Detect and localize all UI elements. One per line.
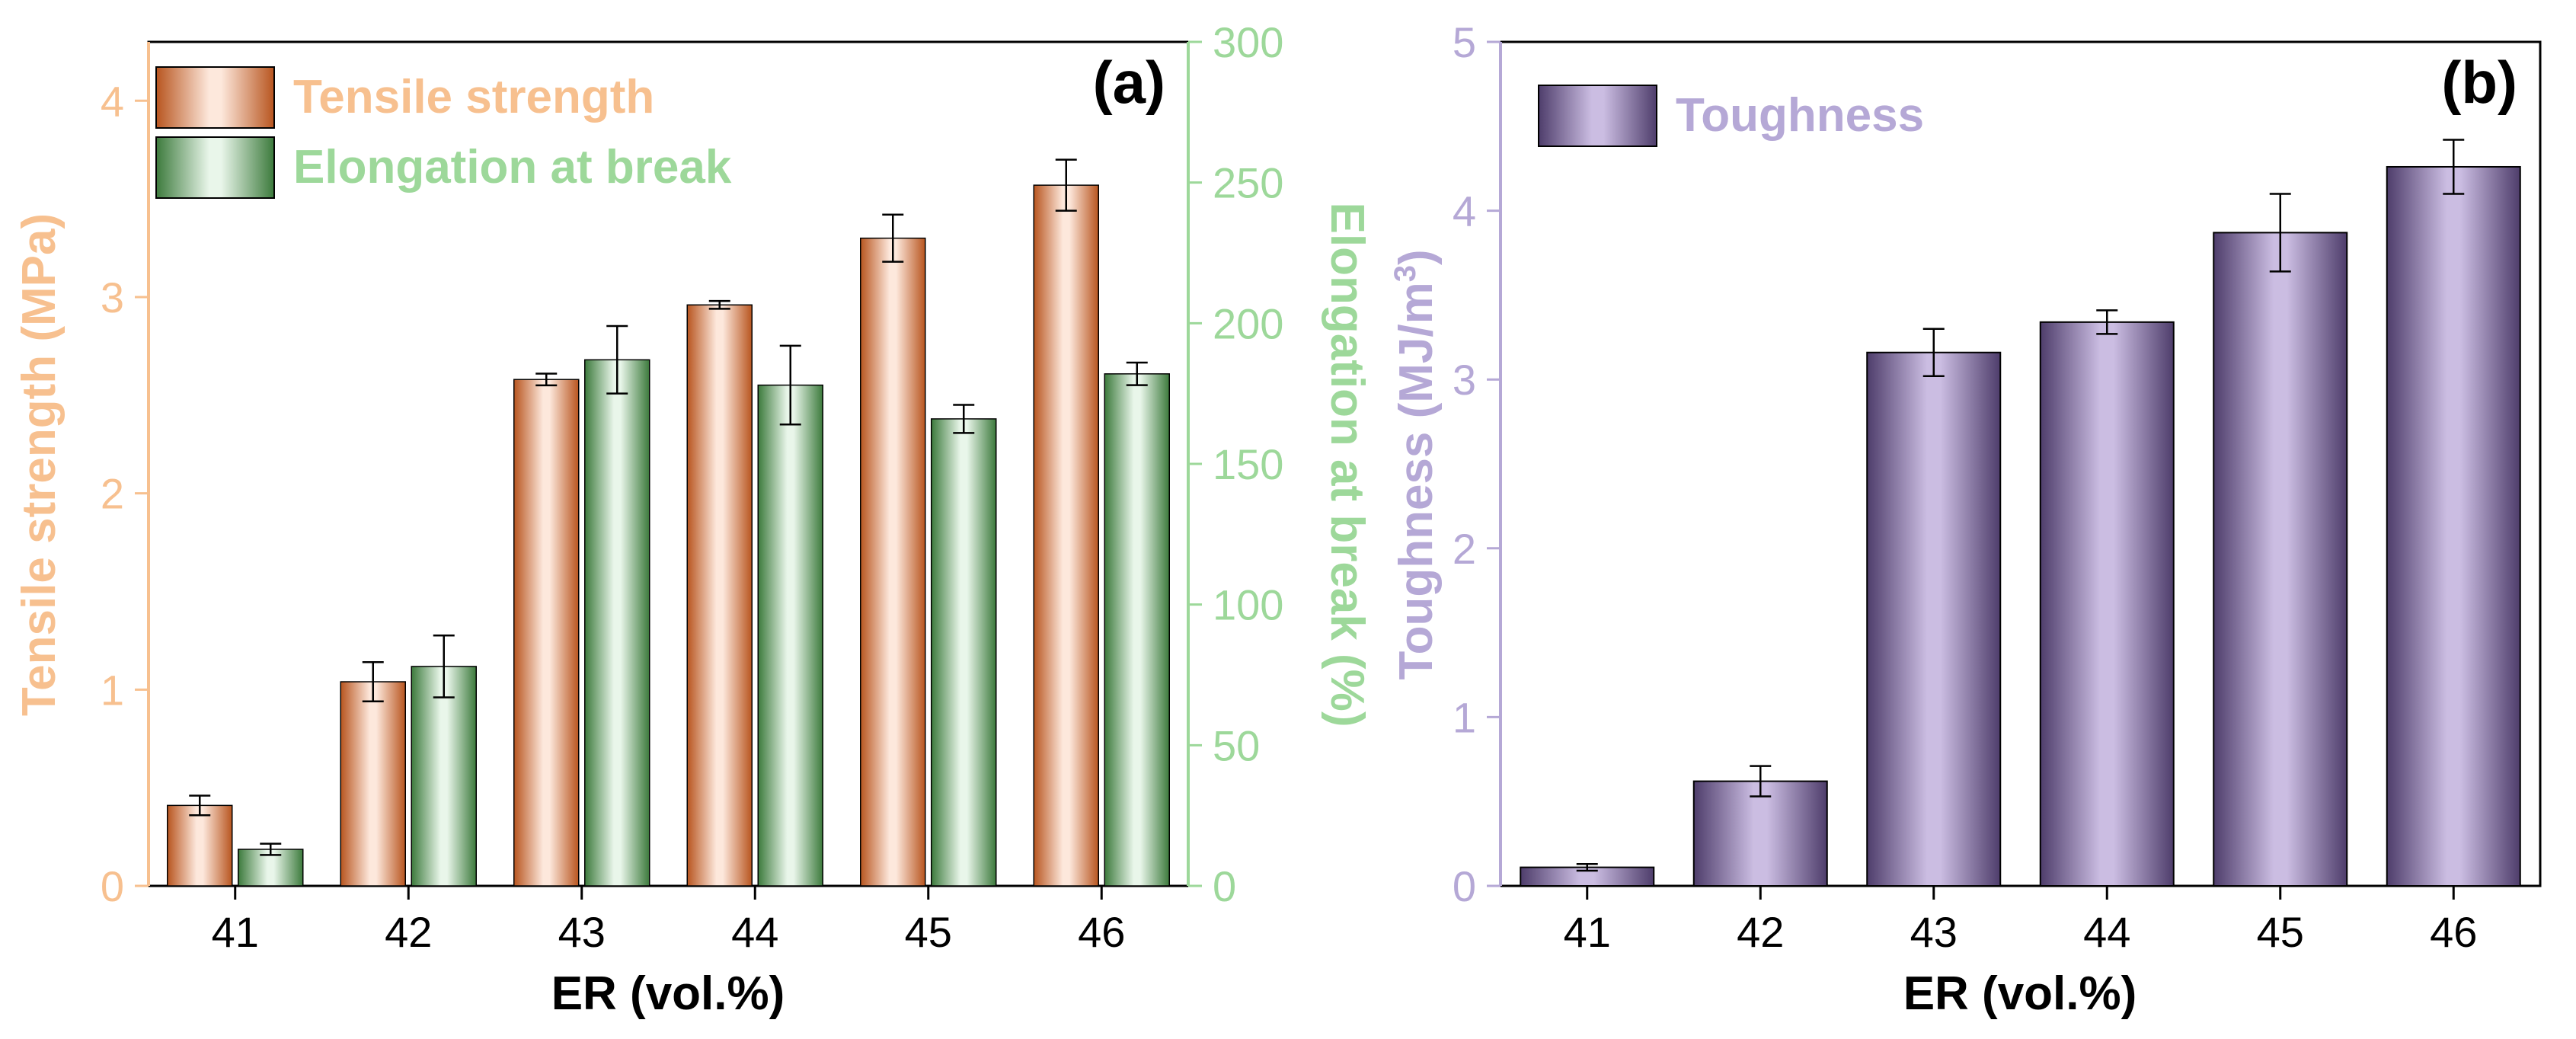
panel-a-legend: Tensile strength Elongation at break [155, 66, 732, 199]
y-tick-label-left-0: 0 [101, 862, 124, 910]
panel-a-x-axis: 41 42 43 44 45 46 [212, 886, 1125, 956]
bar-elongation-45 [931, 418, 997, 887]
x-tick-label-b-46: 46 [2430, 908, 2477, 956]
y-tick-label-b-2: 2 [1453, 525, 1476, 573]
errorbar-toughness-41 [1576, 862, 1598, 872]
bar-elongation-44 [757, 384, 823, 887]
panel-b-x-axis-title: ER (vol.%) [1903, 967, 2137, 1020]
x-tick-label-a-44: 44 [731, 908, 778, 956]
errorbar-toughness-42 [1750, 765, 1772, 798]
bar-toughness-46 [2386, 165, 2521, 887]
panel-b-plot-frame [1499, 40, 2542, 887]
toughness-axis-title-sup: 3 [1389, 265, 1422, 282]
x-tick-label-a-41: 41 [212, 908, 259, 956]
bar-elongation-43 [584, 359, 650, 887]
y-tick-label-right-300: 300 [1213, 18, 1283, 66]
errorbar-elongation-43 [606, 324, 628, 395]
panel-b-y-axis-title: Toughness (MJ/m3) [1389, 249, 1443, 679]
errorbar-tensile-42 [362, 661, 384, 703]
errorbar-tensile-43 [535, 372, 558, 387]
y-tick-label-b-4: 4 [1453, 187, 1476, 235]
bar-tensile-46 [1033, 184, 1099, 887]
y-tick-label-b-1: 1 [1453, 693, 1476, 741]
x-tick-label-b-45: 45 [2257, 908, 2304, 956]
bar-toughness-43 [1866, 351, 2002, 887]
legend-label-tensile: Tensile strength [293, 71, 654, 123]
legend-label-toughness: Toughness [1676, 89, 1924, 142]
bar-tensile-43 [513, 379, 580, 887]
panel-a-left-axis-title: Tensile strength (MPa) [13, 213, 66, 716]
panel-a-chart: 0 1 2 3 4 0 50 100 150 200 250 300 41 42 43 44 45 46 (a… [13, 18, 1373, 1020]
bar-elongation-42 [411, 666, 477, 887]
bar-tensile-42 [340, 681, 406, 887]
panel-b-legend: Toughness [1538, 85, 1924, 147]
y-tick-label-b-5: 5 [1453, 18, 1476, 66]
panel-b-x-axis: 41 42 43 44 45 46 [1564, 886, 2477, 956]
panel-a-right-axis: 0 50 100 150 200 250 300 [1187, 18, 1283, 910]
legend-swatch-toughness [1538, 85, 1657, 147]
panel-b-label: (b) [2441, 49, 2517, 116]
y-tick-label-right-250: 250 [1213, 159, 1283, 207]
y-tick-label-left-2: 2 [101, 470, 124, 518]
toughness-axis-title-end: ) [1390, 249, 1443, 265]
bar-elongation-46 [1104, 373, 1170, 887]
bar-toughness-45 [2213, 232, 2348, 887]
errorbar-toughness-44 [2096, 309, 2118, 335]
y-tick-label-right-150: 150 [1213, 440, 1283, 488]
panel-a-right-axis-title: Elongation at break (%) [1321, 203, 1373, 727]
errorbar-elongation-45 [953, 404, 975, 434]
y-tick-label-left-1: 1 [101, 666, 124, 714]
y-tick-label-right-0: 0 [1213, 862, 1236, 910]
y-tick-label-left-3: 3 [101, 273, 124, 321]
panel-b-bars [1520, 165, 2521, 887]
x-tick-label-b-44: 44 [2083, 908, 2130, 956]
y-tick-label-left-4: 4 [101, 77, 124, 125]
y-tick-label-right-100: 100 [1213, 581, 1283, 629]
errorbar-elongation-42 [433, 635, 455, 699]
errorbar-toughness-46 [2443, 139, 2465, 195]
panel-b-error-bars [1576, 139, 2465, 872]
y-tick-label-right-200: 200 [1213, 299, 1283, 347]
x-tick-label-a-43: 43 [558, 908, 606, 956]
x-tick-label-a-45: 45 [905, 908, 952, 956]
errorbar-elongation-41 [260, 842, 282, 856]
y-tick-label-right-50: 50 [1213, 721, 1260, 769]
errorbar-tensile-44 [708, 299, 730, 310]
errorbar-toughness-43 [1922, 328, 1945, 378]
x-tick-label-b-42: 42 [1737, 908, 1784, 956]
panel-a-x-axis-title: ER (vol.%) [551, 967, 785, 1020]
errorbar-toughness-45 [2269, 193, 2291, 273]
legend-label-elongation: Elongation at break [293, 141, 732, 193]
bar-tensile-45 [860, 237, 926, 887]
errorbar-elongation-46 [1126, 361, 1148, 386]
bar-tensile-41 [167, 804, 233, 887]
y-tick-label-b-3: 3 [1453, 356, 1476, 404]
panel-a-error-bars [189, 158, 1148, 856]
legend-swatch-tensile [155, 66, 275, 129]
errorbar-tensile-45 [882, 213, 904, 263]
errorbar-tensile-41 [189, 794, 211, 817]
x-tick-label-a-42: 42 [385, 908, 432, 956]
panel-a-left-axis: 0 1 2 3 4 [101, 42, 150, 910]
panel-a-bars [167, 184, 1170, 887]
x-tick-label-b-41: 41 [1564, 908, 1611, 956]
y-tick-label-b-0: 0 [1453, 862, 1476, 910]
errorbar-elongation-44 [779, 344, 801, 426]
x-tick-label-a-46: 46 [1078, 908, 1125, 956]
bar-toughness-44 [2039, 321, 2175, 887]
bar-tensile-44 [686, 304, 753, 887]
toughness-axis-title-main: Toughness (MJ/m [1390, 282, 1443, 679]
panel-b-left-axis: 0 1 2 3 4 5 [1453, 18, 1502, 910]
x-tick-label-b-43: 43 [1910, 908, 1958, 956]
panel-a-label: (a) [1093, 49, 1165, 116]
errorbar-tensile-46 [1055, 158, 1077, 212]
legend-swatch-elongation [155, 136, 275, 199]
